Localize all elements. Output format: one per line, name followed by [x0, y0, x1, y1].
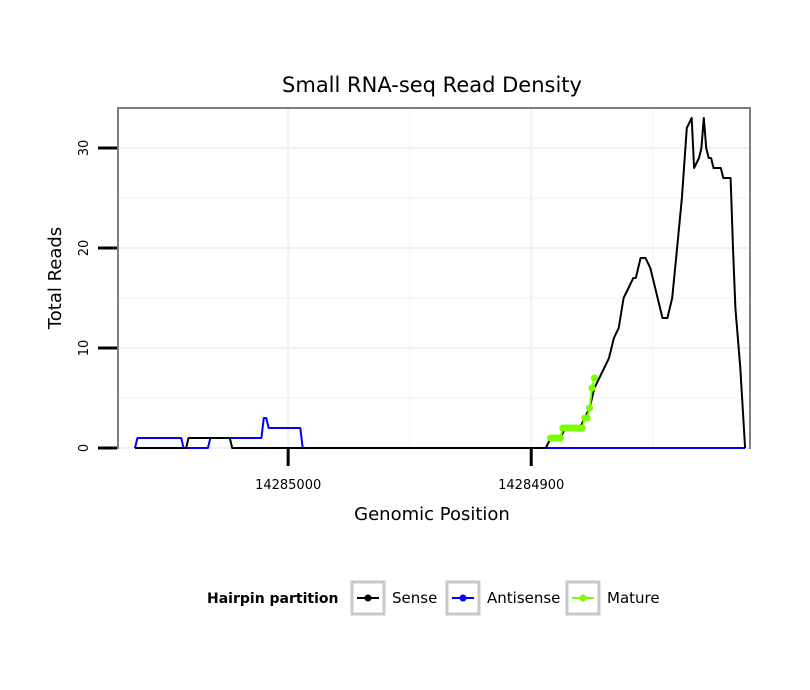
y-axis-label: Total Reads: [45, 227, 66, 330]
legend-key-point: [364, 594, 372, 602]
legend-label-mature: Mature: [607, 589, 660, 607]
x-tick-label: 14284900: [498, 478, 564, 493]
y-tick-label: 20: [77, 240, 92, 257]
legend-title: Hairpin partition: [207, 591, 338, 607]
legend-key-point: [459, 594, 467, 602]
legend-label-antisense: Antisense: [487, 589, 560, 607]
mature-data-point: [586, 404, 594, 412]
legend: Hairpin partition Sense Antisense Mature: [207, 580, 660, 616]
x-axis-label: Genomic Position: [354, 504, 510, 525]
antisense-series-line: [134, 417, 746, 449]
legend-key-point: [579, 594, 587, 602]
y-tick-label: 10: [77, 340, 92, 357]
x-tick-label: 14285000: [255, 478, 321, 493]
mature-data-point: [590, 374, 598, 382]
data-series: [134, 117, 747, 449]
mature-data-point: [578, 424, 586, 432]
plot-panel: [117, 107, 751, 449]
legend-label-sense: Sense: [392, 589, 437, 607]
grid-lines: [119, 109, 749, 449]
chart-title: Small RNA-seq Read Density: [282, 73, 582, 97]
y-tick-label: 30: [77, 140, 92, 157]
mature-data-point: [556, 434, 564, 442]
axes: 0 10 20 30 14285000 14284900: [77, 140, 564, 493]
y-tick-label: 0: [77, 444, 92, 452]
mature-data-point: [583, 414, 591, 422]
mature-data-point: [588, 384, 596, 392]
